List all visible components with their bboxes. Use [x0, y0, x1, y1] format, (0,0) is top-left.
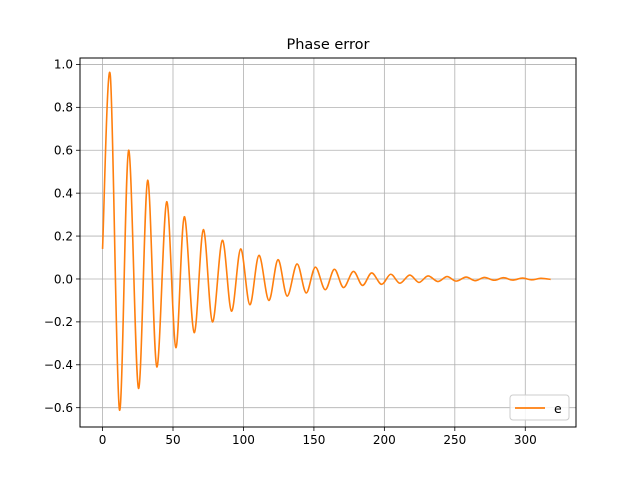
x-tick-label: 0	[99, 433, 107, 447]
legend: e	[509, 394, 570, 421]
series-layer	[101, 71, 551, 411]
y-tick-label: 0.0	[54, 272, 73, 286]
grid-lines	[80, 58, 576, 427]
x-tick-label: 50	[165, 433, 180, 447]
chart-title: Phase error	[286, 37, 369, 53]
y-tick-label: −0.6	[44, 401, 73, 415]
x-tick-label: 100	[232, 433, 255, 447]
y-tick-label: 1.0	[54, 58, 73, 72]
x-tick-label: 300	[514, 433, 537, 447]
y-tick-label: −0.2	[44, 315, 73, 329]
x-tick-label: 150	[302, 433, 325, 447]
series-line-e	[101, 71, 551, 411]
legend-label-e: e	[554, 401, 562, 416]
axis-ticks: 0 50 100 150 200 250 300 −0.6 −0.4 −0.2 0.0 0.2 0.4 0…	[44, 58, 537, 447]
plot-frame	[79, 57, 577, 428]
x-tick-label: 250	[443, 433, 466, 447]
y-tick-label: 0.4	[54, 186, 73, 200]
x-tick-label: 200	[373, 433, 396, 447]
y-tick-label: 0.6	[54, 144, 73, 158]
y-tick-label: 0.2	[54, 229, 73, 243]
y-tick-label: −0.4	[44, 358, 73, 372]
y-tick-label: 0.8	[54, 101, 73, 115]
